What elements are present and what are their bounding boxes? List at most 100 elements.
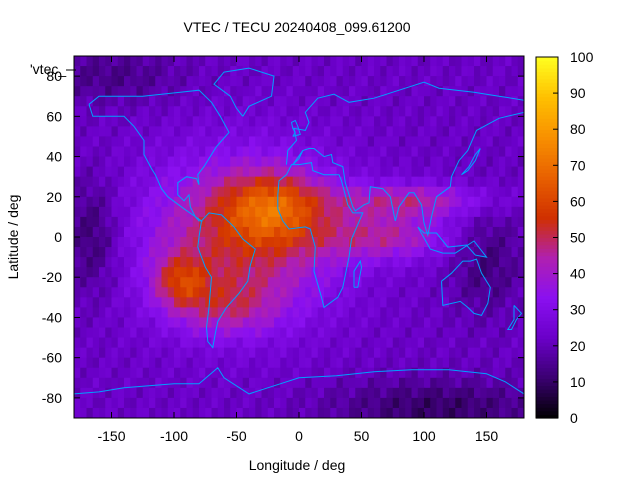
heatmap-cell [349,157,356,168]
heatmap-cell [249,227,256,238]
colorbar-strip [536,281,558,285]
heatmap-cell [218,378,225,389]
heatmap-cell [205,106,212,117]
heatmap-cell [343,348,350,359]
heatmap-cell [87,277,94,288]
heatmap-cell [93,267,100,278]
heatmap-cell [255,167,262,178]
heatmap-cell [343,287,350,298]
heatmap-cell [280,86,287,97]
heatmap-cell [187,187,194,198]
heatmap-cell [99,378,106,389]
heatmap-cell [74,267,81,278]
heatmap-cell [499,388,506,399]
heatmap-cell [199,267,206,278]
heatmap-cell [499,227,506,238]
heatmap-cell [280,187,287,198]
heatmap-cell [493,267,500,278]
heatmap-cell [387,96,394,107]
heatmap-cell [243,126,250,137]
heatmap-cell [443,56,450,67]
heatmap-cell [418,358,425,369]
heatmap-cell [505,76,512,87]
heatmap-cell [268,207,275,218]
heatmap-cell [387,398,394,409]
heatmap-cell [443,177,450,188]
heatmap-cell [199,66,206,77]
heatmap-cell [437,267,444,278]
heatmap-cell [93,116,100,127]
heatmap-cell [380,277,387,288]
heatmap-cell [362,267,369,278]
heatmap-cell [305,167,312,178]
heatmap-cell [162,257,169,268]
heatmap-cell [305,328,312,339]
heatmap-cell [455,338,462,349]
heatmap-cell [493,126,500,137]
heatmap-cell [130,157,137,168]
heatmap-cell [105,227,112,238]
heatmap-cell [355,348,362,359]
heatmap-cell [224,348,231,359]
colorbar-tick-label: 90 [570,85,586,101]
heatmap-cell [243,136,250,147]
heatmap-cell [155,287,162,298]
heatmap-cell [474,177,481,188]
heatmap-cell [380,197,387,208]
heatmap-cell [149,126,156,137]
colorbar-strip [536,324,558,328]
heatmap-cell [324,157,331,168]
heatmap-cell [143,348,150,359]
heatmap-cell [74,328,81,339]
heatmap-cell [205,398,212,409]
heatmap-cell [199,126,206,137]
heatmap-cell [280,328,287,339]
heatmap-cell [349,307,356,318]
heatmap-cell [349,348,356,359]
heatmap-cell [318,358,325,369]
heatmap-cell [312,378,319,389]
heatmap-cell [343,317,350,328]
heatmap-cell [280,116,287,127]
heatmap-cell [449,398,456,409]
heatmap-cell [480,287,487,298]
heatmap-cell [230,398,237,409]
heatmap-cell [355,66,362,77]
heatmap-cell [437,358,444,369]
heatmap-cell [74,307,81,318]
heatmap-cell [443,408,450,419]
heatmap-cell [499,368,506,379]
heatmap-cell [187,167,194,178]
heatmap-cell [287,207,294,218]
heatmap-cell [80,317,87,328]
heatmap-cell [249,106,256,117]
heatmap-cell [355,126,362,137]
heatmap-cell [362,227,369,238]
heatmap-cell [343,237,350,248]
heatmap-cell [143,378,150,389]
heatmap-cell [305,277,312,288]
heatmap-cell [337,187,344,198]
heatmap-cell [499,126,506,137]
heatmap-cell [130,106,137,117]
heatmap-cell [205,76,212,87]
heatmap-cell [93,338,100,349]
heatmap-cell [118,187,125,198]
heatmap-cell [255,157,262,168]
heatmap-cell [343,56,350,67]
heatmap-cell [168,358,175,369]
heatmap-cell [155,247,162,258]
heatmap-cell [312,267,319,278]
heatmap-cell [305,66,312,77]
heatmap-cell [424,257,431,268]
heatmap-cell [493,96,500,107]
heatmap-cell [255,207,262,218]
heatmap-cell [218,197,225,208]
heatmap-cell [149,317,156,328]
heatmap-cell [124,287,131,298]
heatmap-cell [105,66,112,77]
heatmap-cell [505,348,512,359]
heatmap-cell [293,398,300,409]
heatmap-cell [424,147,431,158]
colorbar-strip [536,360,558,364]
